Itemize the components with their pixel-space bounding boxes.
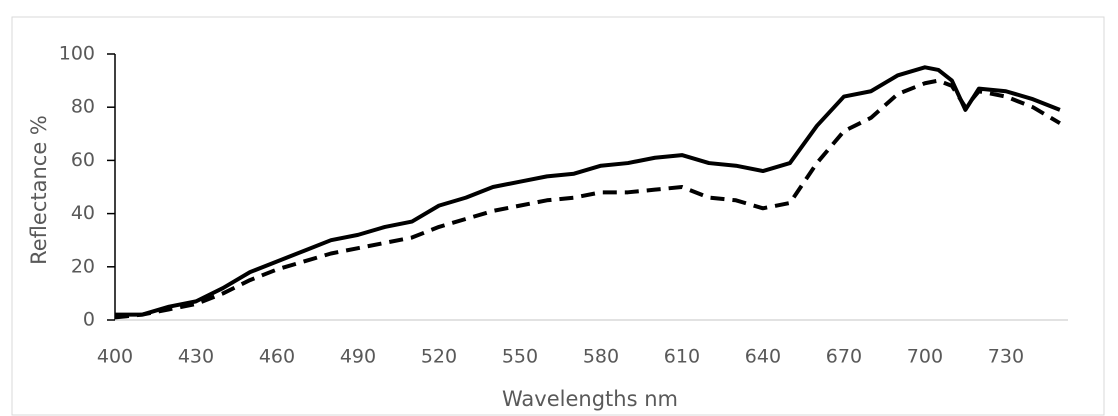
x-tick-label: 730 — [988, 346, 1024, 368]
x-tick-label: 580 — [583, 346, 619, 368]
y-tick-label: 100 — [59, 43, 95, 65]
y-axis-title: Reflectance % — [27, 115, 51, 265]
x-tick-label: 520 — [421, 346, 457, 368]
x-tick-label: 460 — [259, 346, 295, 368]
y-tick-label: 40 — [71, 202, 95, 224]
x-tick-label: 610 — [664, 346, 700, 368]
x-tick-label: 400 — [97, 346, 133, 368]
chart-frame — [11, 16, 1105, 416]
y-tick-label: 0 — [83, 309, 95, 331]
data-line — [114, 78, 1061, 320]
x-tick-label: 640 — [745, 346, 781, 368]
x-tick-label: 700 — [907, 346, 943, 368]
x-tick-label: 670 — [826, 346, 862, 368]
x-tick-label: 490 — [340, 346, 376, 368]
x-tick-label: 550 — [502, 346, 538, 368]
data-line — [115, 65, 1061, 317]
y-tick-label: 60 — [71, 149, 95, 171]
y-tick-label: 20 — [71, 255, 95, 277]
y-tick-label: 80 — [71, 96, 95, 118]
x-axis-title: Wavelengths nm — [502, 387, 678, 411]
x-tick-label: 430 — [178, 346, 214, 368]
